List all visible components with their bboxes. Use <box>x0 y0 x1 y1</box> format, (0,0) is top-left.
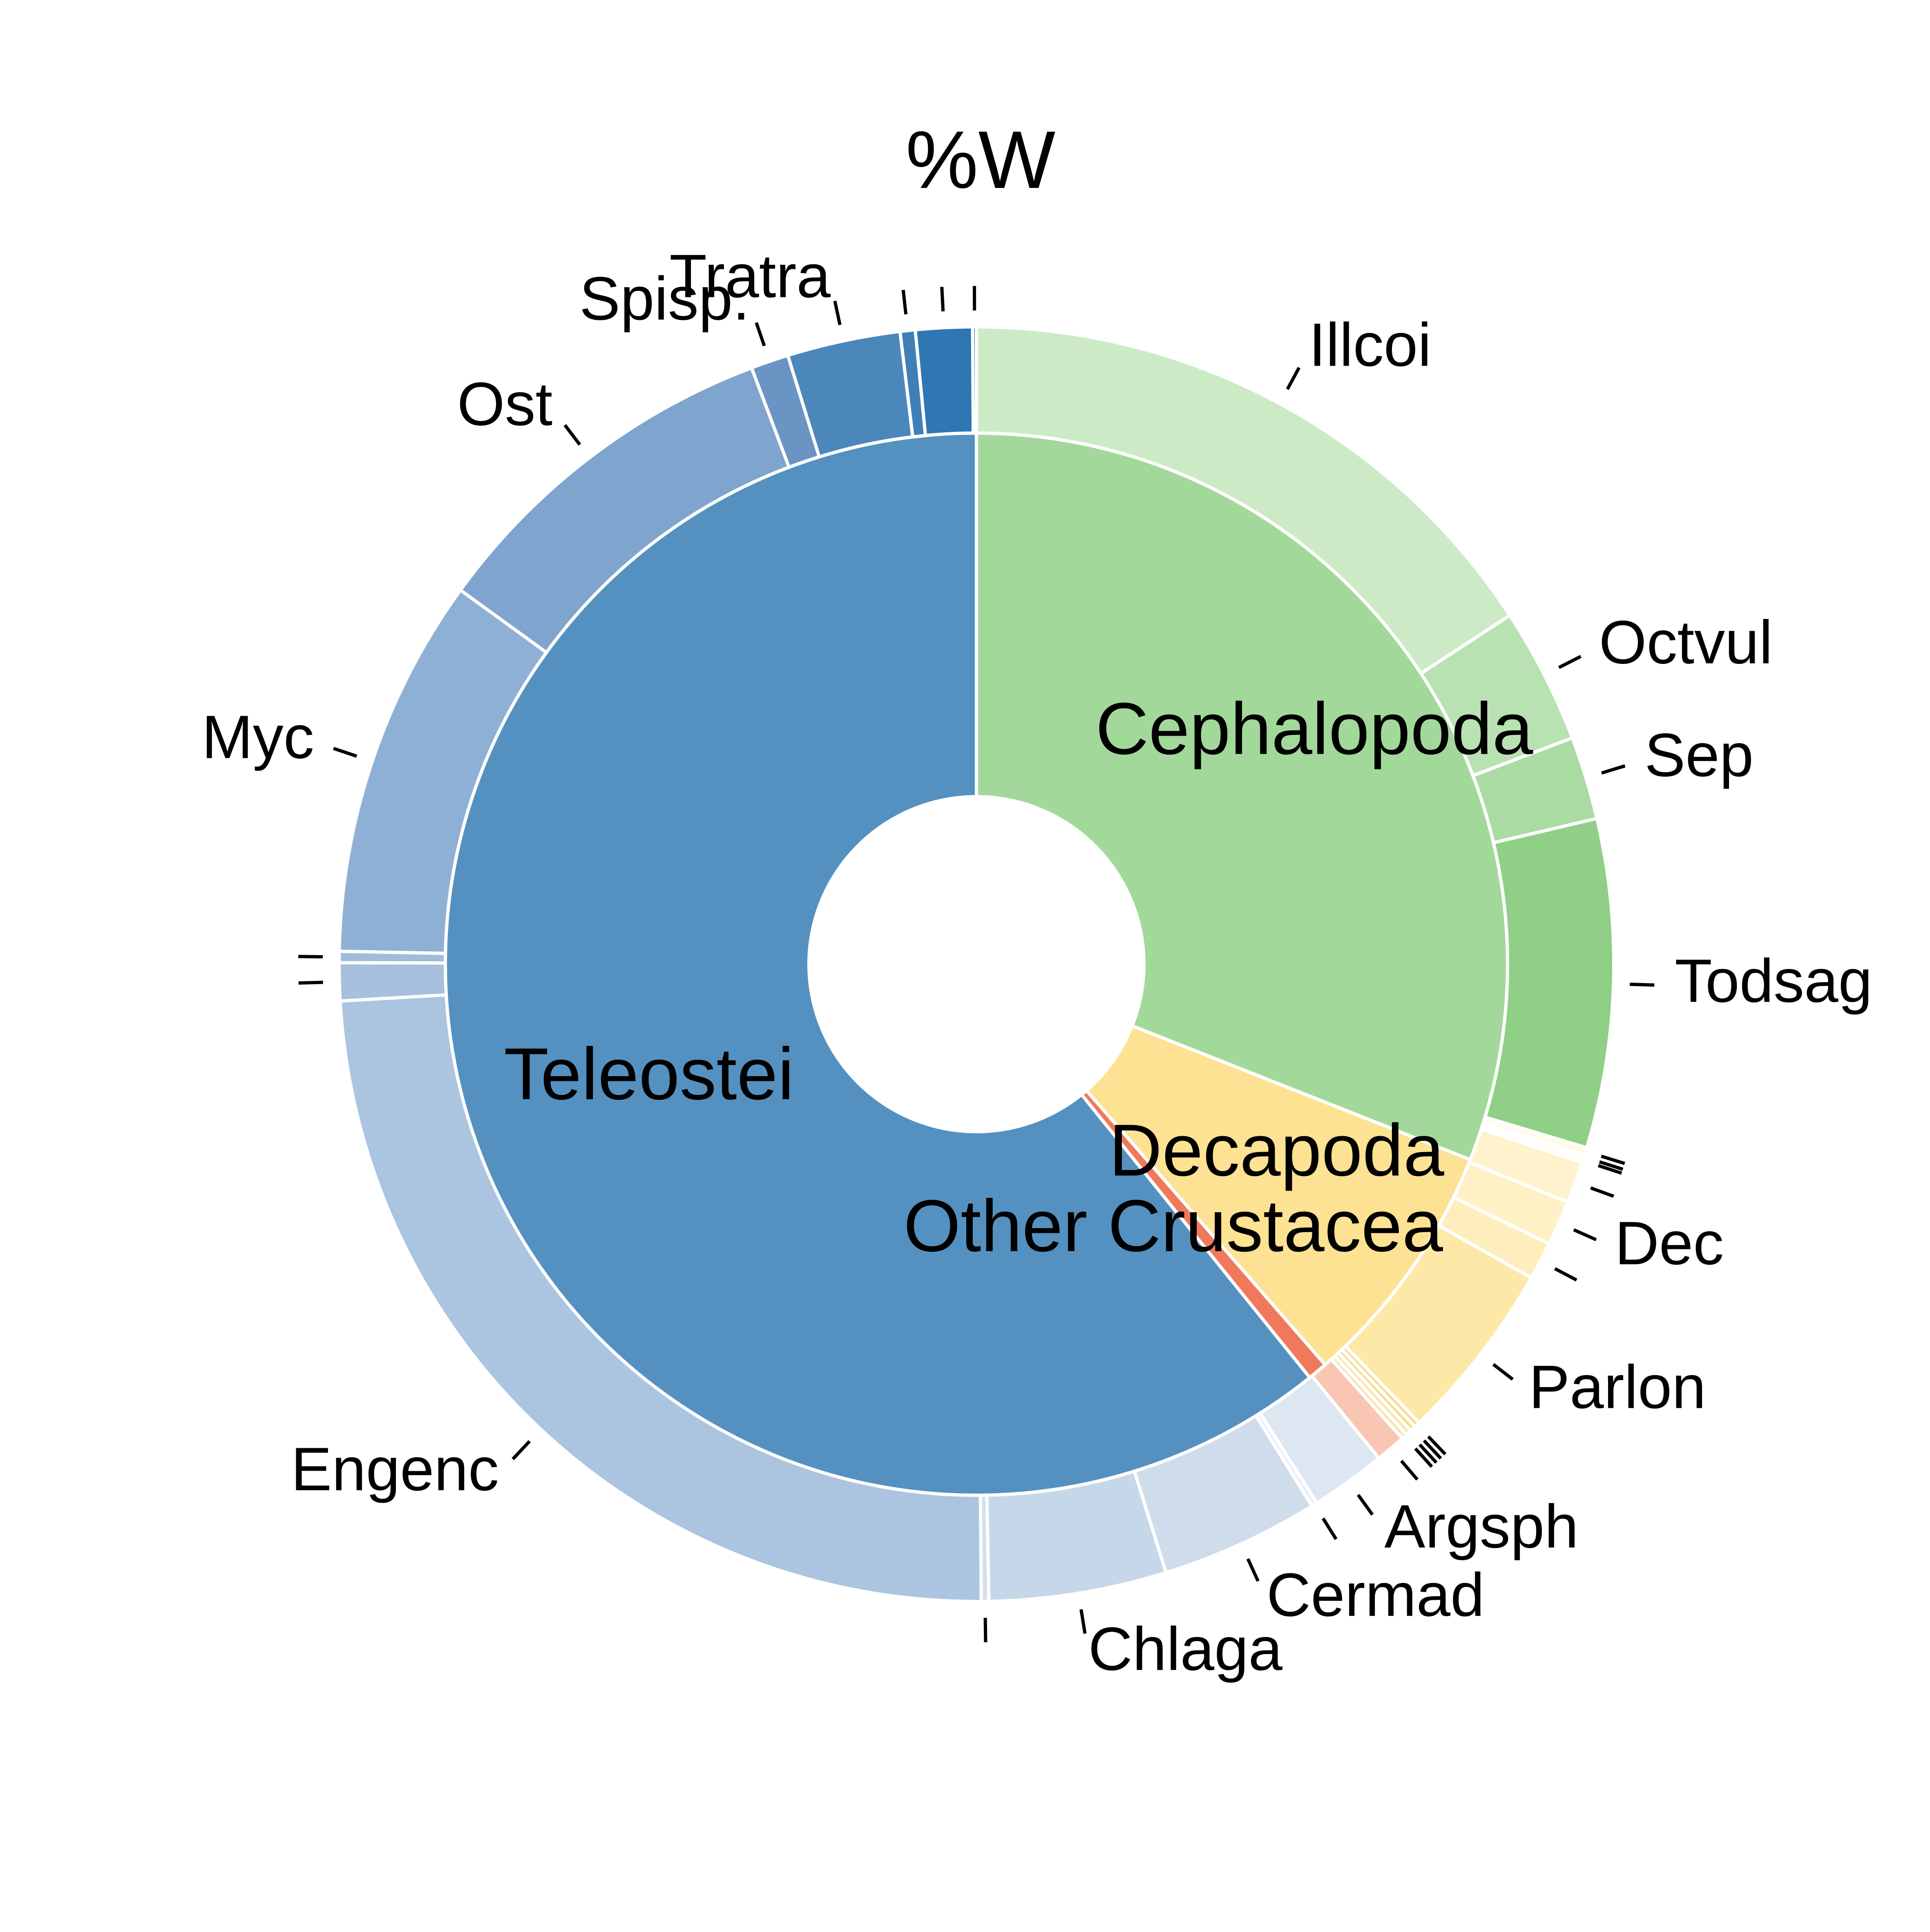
outer-label-dec: Dec <box>1615 1208 1724 1277</box>
inner-label-cephalopoda: Cephalopoda <box>1096 688 1534 770</box>
leader-line-parlon <box>1493 1364 1512 1379</box>
outer-label-chlaga: Chlaga <box>1088 1615 1283 1683</box>
outer-wedge-unlabeled-29 <box>915 327 973 436</box>
chart-title: %W <box>906 114 1056 205</box>
outer-label-octvul: Octvul <box>1599 608 1773 677</box>
leader-line-argsph <box>1358 1495 1372 1515</box>
inner-ring <box>445 433 1508 1495</box>
leader-line-engenc <box>513 1441 529 1459</box>
outer-label-parlon: Parlon <box>1529 1352 1706 1421</box>
leader-line-unlabeled-20 <box>985 1618 986 1642</box>
outer-label-cermad: Cermad <box>1267 1560 1485 1629</box>
leader-line-unlabeled-22 <box>299 982 323 983</box>
leader-line-spisp <box>756 323 764 346</box>
inner-label-decapoda: Decapoda <box>1109 1109 1445 1191</box>
outer-label-myc: Myc <box>202 703 314 771</box>
leader-line-unlabeled-17 <box>1323 1519 1336 1539</box>
inner-label-other-crustacea: Other Crustacea <box>903 1185 1443 1267</box>
inner-label-teleostei: Teleostei <box>504 1033 794 1115</box>
leader-line-todsag <box>1630 984 1654 985</box>
leader-line-chlaga <box>1081 1609 1085 1633</box>
leader-line-unlabeled-7 <box>1590 1188 1613 1197</box>
leader-line-unlabeled-11 <box>1428 1436 1445 1454</box>
outer-label-tratra: Tratra <box>669 241 831 310</box>
leader-line-unlabeled-23 <box>298 956 323 957</box>
leader-line-unlabeled-13 <box>1420 1445 1436 1463</box>
outer-label-argsph: Argsph <box>1384 1492 1578 1561</box>
leader-line-tratra <box>835 301 840 325</box>
outer-label-ost: Ost <box>457 369 552 438</box>
outer-label-engenc: Engenc <box>291 1435 499 1503</box>
leader-line-unlabeled-28 <box>903 290 906 315</box>
leader-line-octvul <box>1559 657 1581 668</box>
leader-line-unlabeled-15 <box>1401 1461 1417 1480</box>
outer-label-sep: Sep <box>1644 721 1754 789</box>
leader-line-cermad <box>1248 1559 1258 1581</box>
leader-line-unlabeled-14 <box>1415 1449 1432 1467</box>
leader-line-dec <box>1574 1230 1596 1240</box>
outer-label-todsag: Todsag <box>1675 946 1872 1015</box>
leader-line-unlabeled-12 <box>1424 1441 1441 1458</box>
leader-line-ost <box>565 425 580 445</box>
leader-line-unlabeled-29 <box>942 287 943 311</box>
outer-label-illcoi: Illcoi <box>1309 310 1432 379</box>
leader-line-illcoi <box>1287 368 1299 389</box>
leader-line-sep <box>1602 766 1625 773</box>
leader-line-myc <box>333 748 357 756</box>
leader-line-unlabeled-9 <box>1555 1269 1577 1280</box>
outer-wedge-unlabeled-30 <box>973 327 976 433</box>
outer-wedge-unlabeled-22 <box>339 963 446 1001</box>
